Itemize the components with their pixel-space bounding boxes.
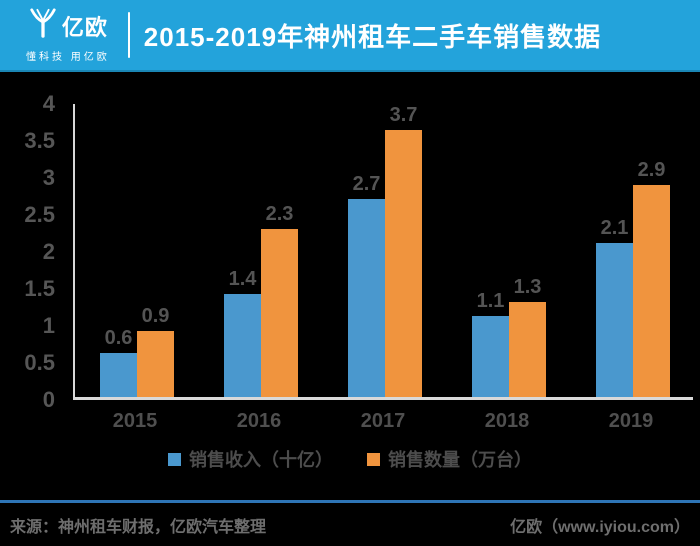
bar [385,130,422,397]
bar [633,184,670,397]
y-tick: 1 [42,313,55,338]
bar-value-label: 2.3 [265,202,294,225]
legend-label: 销售数量（万台） [388,450,532,470]
legend-label: 销售收入（十亿） [189,450,333,470]
logo-name: 亿欧 [61,14,108,40]
bar [137,331,174,397]
header-divider [127,12,130,58]
legend-item-units: 销售数量（万台） [367,446,532,472]
bar [261,228,298,397]
bar [100,353,137,397]
bar-value-label: 1.3 [513,275,542,298]
bar-2017-revenue: 2.7 [348,104,385,397]
bar-chart: 4 3.5 3 2.5 2 1.5 1 0.5 0 0.6 0.9 [0,72,700,500]
x-label: 2015 [112,410,158,432]
bar-value-label: 0.6 [104,327,133,350]
bar-2019-revenue: 2.1 [596,104,633,397]
bar-2018-revenue: 1.1 [472,104,509,397]
bar-2019-units: 2.9 [633,104,670,397]
y-axis-ticks: 4 3.5 3 2.5 2 1.5 1 0.5 0 [0,91,55,412]
y-tick: 3.5 [24,128,55,153]
bar-group-2017: 2.7 3.7 [348,104,422,397]
bar-value-label: 1.4 [228,268,257,291]
bar-2015-revenue: 0.6 [100,104,137,397]
bar-2016-revenue: 1.4 [224,104,261,397]
bar [472,316,509,397]
logo-tagline: 懂科技 用亿欧 [26,52,110,63]
bar-group-2015: 0.6 0.9 [100,104,174,397]
bar-2016-units: 2.3 [261,104,298,397]
bar-2015-units: 0.9 [137,104,174,397]
y-tick: 3 [42,165,55,190]
bar-value-label: 2.1 [600,217,629,240]
y-tick: 2 [42,239,55,264]
x-label: 2017 [360,410,406,432]
logo: 亿欧 懂科技 用亿欧 [26,7,110,63]
y-tick: 4 [42,91,55,116]
plot-area: 0.6 0.9 1.4 2.3 [73,104,693,400]
bar [596,243,633,397]
bar-value-label: 0.9 [141,305,170,328]
y-tick: 2.5 [24,202,55,227]
legend-item-revenue: 销售收入（十亿） [168,446,333,472]
footer-bar: 来源：神州租车财报，亿欧汽车整理 亿欧（www.iyiou.com） [0,500,700,546]
bar-value-label: 3.7 [389,104,418,126]
bar-2017-units: 3.7 [385,104,422,397]
source-note: 来源：神州租车财报，亿欧汽车整理 [10,518,267,536]
yiou-logo-icon [28,7,58,44]
bar-value-label: 1.1 [476,290,505,313]
y-tick: 1.5 [24,276,55,301]
x-label: 2019 [608,410,654,432]
bar [348,199,385,397]
x-label: 2018 [484,410,530,432]
bar-group-2018: 1.1 1.3 [472,104,546,397]
page-title: 2015-2019年神州租车二手车销售数据 [143,21,602,52]
x-label: 2016 [236,410,282,432]
site-credit: 亿欧（www.iyiou.com） [510,518,690,536]
y-tick: 0 [42,387,55,412]
y-tick: 0.5 [24,350,55,375]
bar-group-2016: 1.4 2.3 [224,104,298,397]
bar [509,301,546,397]
header-bar: 亿欧 懂科技 用亿欧 2015-2019年神州租车二手车销售数据 [0,0,700,72]
x-axis-labels: 2015 2016 2017 2018 2019 [73,410,693,433]
bar-value-label: 2.7 [352,173,381,196]
bar-group-2019: 2.1 2.9 [596,104,670,397]
legend-swatch-orange [367,452,380,466]
legend-swatch-blue [168,452,181,466]
bar-value-label: 2.9 [637,158,666,181]
legend: 销售收入（十亿） 销售数量（万台） [0,446,700,472]
bar [224,294,261,397]
bar-2018-units: 1.3 [509,104,546,397]
